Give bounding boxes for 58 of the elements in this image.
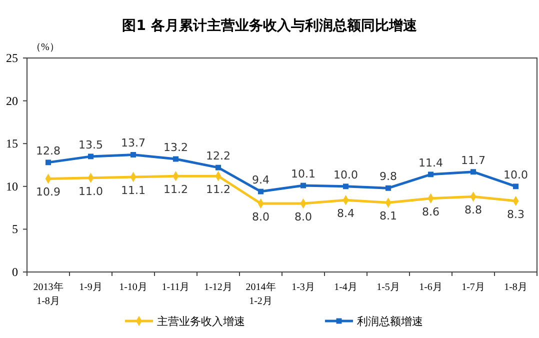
point (300, 182, 306, 188)
x-tick-label: 1-6月 (419, 282, 442, 293)
x-tick-label: 2014年 1-2月 (246, 281, 276, 307)
point (386, 185, 391, 191)
x-tick-label: 1-10月 (119, 282, 148, 293)
data-label: 11.0 (78, 184, 103, 198)
x-tick-label: 1-5月 (376, 282, 400, 293)
data-label: 13.7 (121, 136, 146, 150)
chart-title: 图1 各月累计主营业务收入与利润总额同比增速 (122, 17, 418, 34)
data-label: 9.4 (252, 174, 270, 187)
data-label: 13.2 (164, 141, 188, 154)
data-label: 8.1 (380, 210, 397, 223)
point (470, 169, 476, 175)
point (428, 172, 434, 178)
x-tick-label: 2013年 1-8月 (33, 281, 64, 307)
data-label: 10.0 (334, 168, 358, 182)
y-tick-label: 10 (6, 179, 18, 194)
x-tick-label: 1-9月 (79, 282, 102, 293)
data-label: 10.9 (36, 186, 60, 199)
point (88, 154, 94, 160)
data-label: 8.3 (507, 208, 524, 221)
data-label: 8.0 (252, 210, 270, 224)
y-tick-label: 15 (6, 136, 18, 151)
point (130, 152, 136, 158)
x-tick-label: 1-3月 (292, 282, 315, 293)
data-label: 9.8 (380, 170, 397, 184)
data-label: 12.8 (36, 144, 60, 158)
y-tick-label: 25 (6, 51, 18, 65)
x-tick-label: 1-4月 (334, 282, 358, 293)
legend-label: 主营业务收入增速 (157, 315, 245, 328)
data-label: 11.2 (206, 183, 230, 196)
point (216, 164, 221, 170)
point (258, 188, 264, 194)
data-label: 11.4 (418, 156, 443, 170)
point (173, 156, 178, 162)
y-tick-label: 5 (12, 222, 18, 236)
data-label: 8.6 (422, 205, 440, 218)
data-label: 10.0 (504, 168, 528, 182)
data-label: 13.5 (78, 138, 103, 152)
x-tick-label: 1-12月 (204, 282, 232, 293)
data-label: 8.4 (337, 207, 354, 220)
x-tick-label: 1-8月 (504, 282, 528, 293)
y-tick-label: 0 (12, 265, 18, 279)
data-label: 10.1 (291, 168, 316, 181)
data-label: 11.1 (121, 184, 146, 197)
data-label: 12.2 (206, 150, 230, 163)
y-tick-label: 20 (6, 94, 18, 108)
point (513, 184, 518, 190)
legend-label: 利润总额增速 (357, 315, 423, 328)
y-axis-title: （%） (31, 42, 60, 53)
x-tick-label: 1-7月 (462, 282, 485, 293)
point (343, 184, 348, 190)
data-label: 11.2 (164, 183, 188, 196)
data-label: 8.8 (464, 204, 482, 217)
point (46, 160, 51, 166)
data-label: 8.0 (294, 210, 312, 224)
x-tick-label: 1-11月 (162, 282, 190, 293)
data-label: 11.7 (461, 154, 486, 167)
